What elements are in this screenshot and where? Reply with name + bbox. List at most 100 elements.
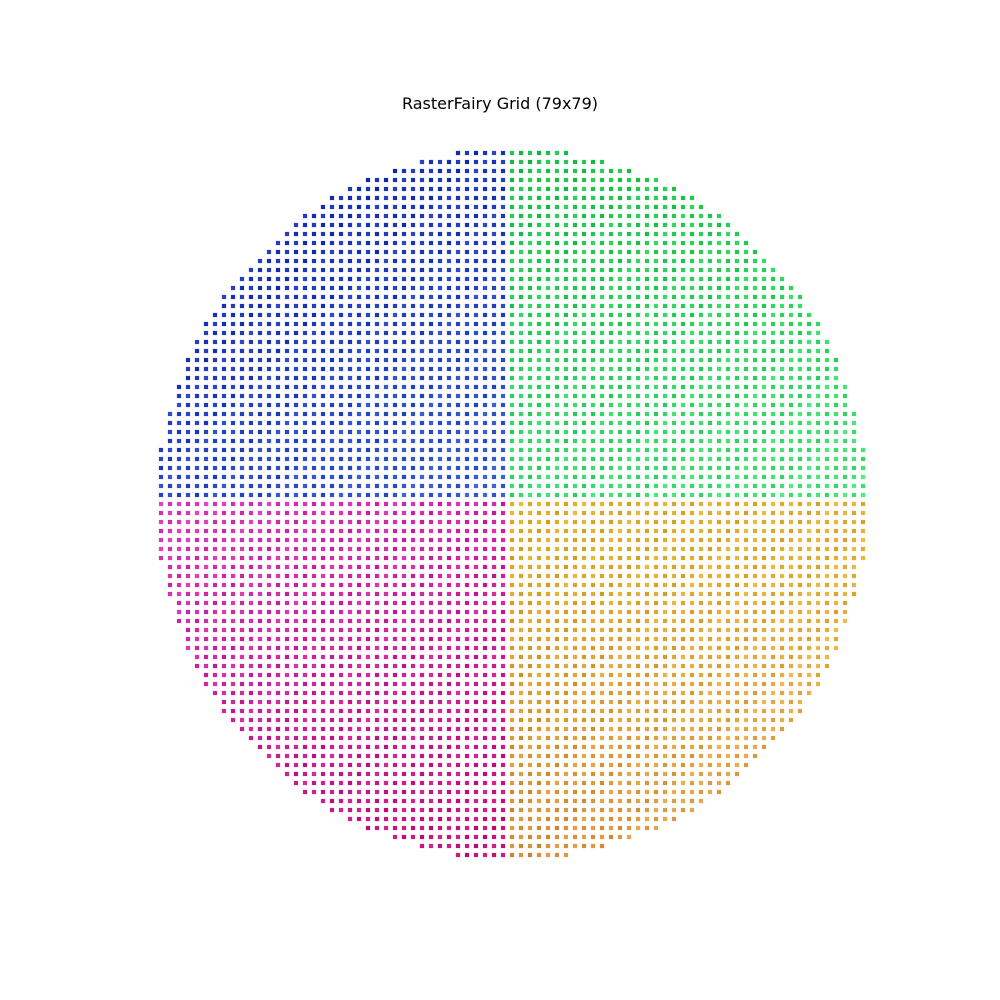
grid-cell bbox=[707, 681, 713, 687]
grid-cell bbox=[266, 708, 272, 714]
grid-cell bbox=[563, 393, 569, 399]
grid-cell bbox=[518, 807, 524, 813]
grid-cell bbox=[608, 645, 614, 651]
grid-cell bbox=[761, 546, 767, 552]
grid-cell bbox=[653, 564, 659, 570]
grid-cell bbox=[455, 627, 461, 633]
grid-cell bbox=[383, 438, 389, 444]
grid-cell bbox=[320, 456, 326, 462]
grid-cell bbox=[239, 420, 245, 426]
grid-cell bbox=[419, 753, 425, 759]
grid-cell bbox=[698, 663, 704, 669]
grid-cell bbox=[239, 366, 245, 372]
grid-cell bbox=[320, 762, 326, 768]
grid-cell bbox=[716, 285, 722, 291]
grid-cell bbox=[392, 528, 398, 534]
grid-cell bbox=[590, 222, 596, 228]
grid-cell bbox=[311, 366, 317, 372]
grid-cell bbox=[329, 681, 335, 687]
grid-cell bbox=[500, 555, 506, 561]
grid-cell bbox=[725, 681, 731, 687]
grid-cell bbox=[329, 447, 335, 453]
grid-cell bbox=[770, 366, 776, 372]
grid-cell bbox=[347, 609, 353, 615]
grid-cell bbox=[806, 591, 812, 597]
grid-cell bbox=[266, 744, 272, 750]
grid-cell bbox=[590, 807, 596, 813]
grid-cell bbox=[581, 546, 587, 552]
grid-cell bbox=[770, 339, 776, 345]
grid-cell bbox=[176, 384, 182, 390]
grid-cell bbox=[743, 303, 749, 309]
grid-cell bbox=[473, 663, 479, 669]
grid-cell bbox=[626, 627, 632, 633]
grid-cell bbox=[257, 528, 263, 534]
grid-cell bbox=[392, 825, 398, 831]
grid-cell bbox=[842, 420, 848, 426]
grid-cell bbox=[779, 456, 785, 462]
grid-cell bbox=[743, 474, 749, 480]
grid-cell bbox=[788, 339, 794, 345]
grid-cell bbox=[392, 771, 398, 777]
grid-cell bbox=[392, 708, 398, 714]
grid-cell bbox=[626, 312, 632, 318]
grid-cell bbox=[635, 330, 641, 336]
grid-cell bbox=[698, 420, 704, 426]
grid-cell bbox=[518, 726, 524, 732]
grid-cell bbox=[500, 708, 506, 714]
grid-cell bbox=[482, 249, 488, 255]
grid-cell bbox=[797, 303, 803, 309]
grid-cell bbox=[842, 510, 848, 516]
grid-cell bbox=[482, 591, 488, 597]
grid-cell bbox=[680, 699, 686, 705]
grid-cell bbox=[221, 519, 227, 525]
grid-cell bbox=[473, 330, 479, 336]
grid-cell bbox=[374, 753, 380, 759]
grid-cell bbox=[230, 438, 236, 444]
grid-cell bbox=[572, 519, 578, 525]
grid-cell bbox=[365, 582, 371, 588]
grid-cell bbox=[797, 591, 803, 597]
grid-cell bbox=[518, 834, 524, 840]
grid-cell bbox=[590, 798, 596, 804]
grid-cell bbox=[770, 294, 776, 300]
grid-cell bbox=[401, 357, 407, 363]
grid-cell bbox=[347, 339, 353, 345]
grid-cell bbox=[329, 465, 335, 471]
grid-cell bbox=[338, 753, 344, 759]
grid-cell bbox=[248, 366, 254, 372]
grid-cell bbox=[554, 798, 560, 804]
grid-cell bbox=[536, 546, 542, 552]
grid-cell bbox=[203, 357, 209, 363]
grid-cell bbox=[572, 258, 578, 264]
grid-cell bbox=[185, 384, 191, 390]
grid-cell bbox=[716, 222, 722, 228]
grid-cell bbox=[671, 681, 677, 687]
grid-cell bbox=[455, 411, 461, 417]
grid-cell bbox=[608, 366, 614, 372]
grid-cell bbox=[383, 762, 389, 768]
grid-cell bbox=[410, 654, 416, 660]
grid-cell bbox=[815, 672, 821, 678]
grid-cell bbox=[167, 420, 173, 426]
grid-cell bbox=[563, 276, 569, 282]
grid-cell bbox=[356, 384, 362, 390]
grid-cell bbox=[158, 510, 164, 516]
grid-cell bbox=[320, 339, 326, 345]
grid-cell bbox=[824, 483, 830, 489]
grid-cell bbox=[761, 636, 767, 642]
grid-cell bbox=[734, 483, 740, 489]
grid-cell bbox=[419, 366, 425, 372]
grid-cell bbox=[563, 672, 569, 678]
grid-cell bbox=[545, 753, 551, 759]
grid-cell bbox=[446, 735, 452, 741]
grid-cell bbox=[599, 600, 605, 606]
grid-cell bbox=[752, 699, 758, 705]
grid-cell bbox=[383, 483, 389, 489]
grid-cell bbox=[473, 267, 479, 273]
grid-cell bbox=[572, 168, 578, 174]
grid-cell bbox=[212, 402, 218, 408]
grid-cell bbox=[743, 681, 749, 687]
grid-cell bbox=[383, 780, 389, 786]
grid-cell bbox=[410, 636, 416, 642]
